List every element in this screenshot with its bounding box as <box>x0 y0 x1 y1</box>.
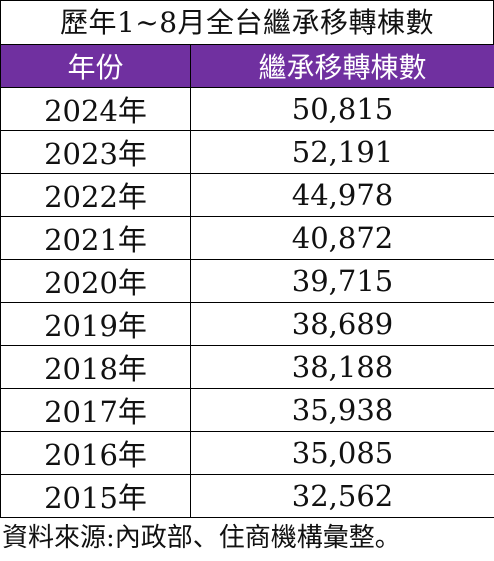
year-cell: 2019年 <box>1 303 191 346</box>
year-cell: 2018年 <box>1 346 191 389</box>
header-row: 年份 繼承移轉棟數 <box>1 45 494 88</box>
count-cell: 35,938 <box>191 389 494 432</box>
column-header-count: 繼承移轉棟數 <box>191 45 494 88</box>
count-cell: 32,562 <box>191 475 494 518</box>
count-cell: 50,815 <box>191 88 494 131</box>
year-cell: 2023年 <box>1 131 191 174</box>
year-cell: 2024年 <box>1 88 191 131</box>
year-cell: 2022年 <box>1 174 191 217</box>
source-note: 資料來源:內政部、住商機構彙整。 <box>0 518 494 561</box>
count-cell: 38,689 <box>191 303 494 346</box>
count-cell: 35,085 <box>191 432 494 475</box>
year-cell: 2020年 <box>1 260 191 303</box>
table-title: 歷年1~8月全台繼承移轉棟數 <box>0 0 494 44</box>
year-cell: 2016年 <box>1 432 191 475</box>
count-cell: 44,978 <box>191 174 494 217</box>
count-cell: 40,872 <box>191 217 494 260</box>
count-cell: 38,188 <box>191 346 494 389</box>
year-cell: 2021年 <box>1 217 191 260</box>
count-cell: 39,715 <box>191 260 494 303</box>
column-header-year: 年份 <box>1 45 191 88</box>
year-cell: 2017年 <box>1 389 191 432</box>
year-cell: 2015年 <box>1 475 191 518</box>
count-cell: 52,191 <box>191 131 494 174</box>
